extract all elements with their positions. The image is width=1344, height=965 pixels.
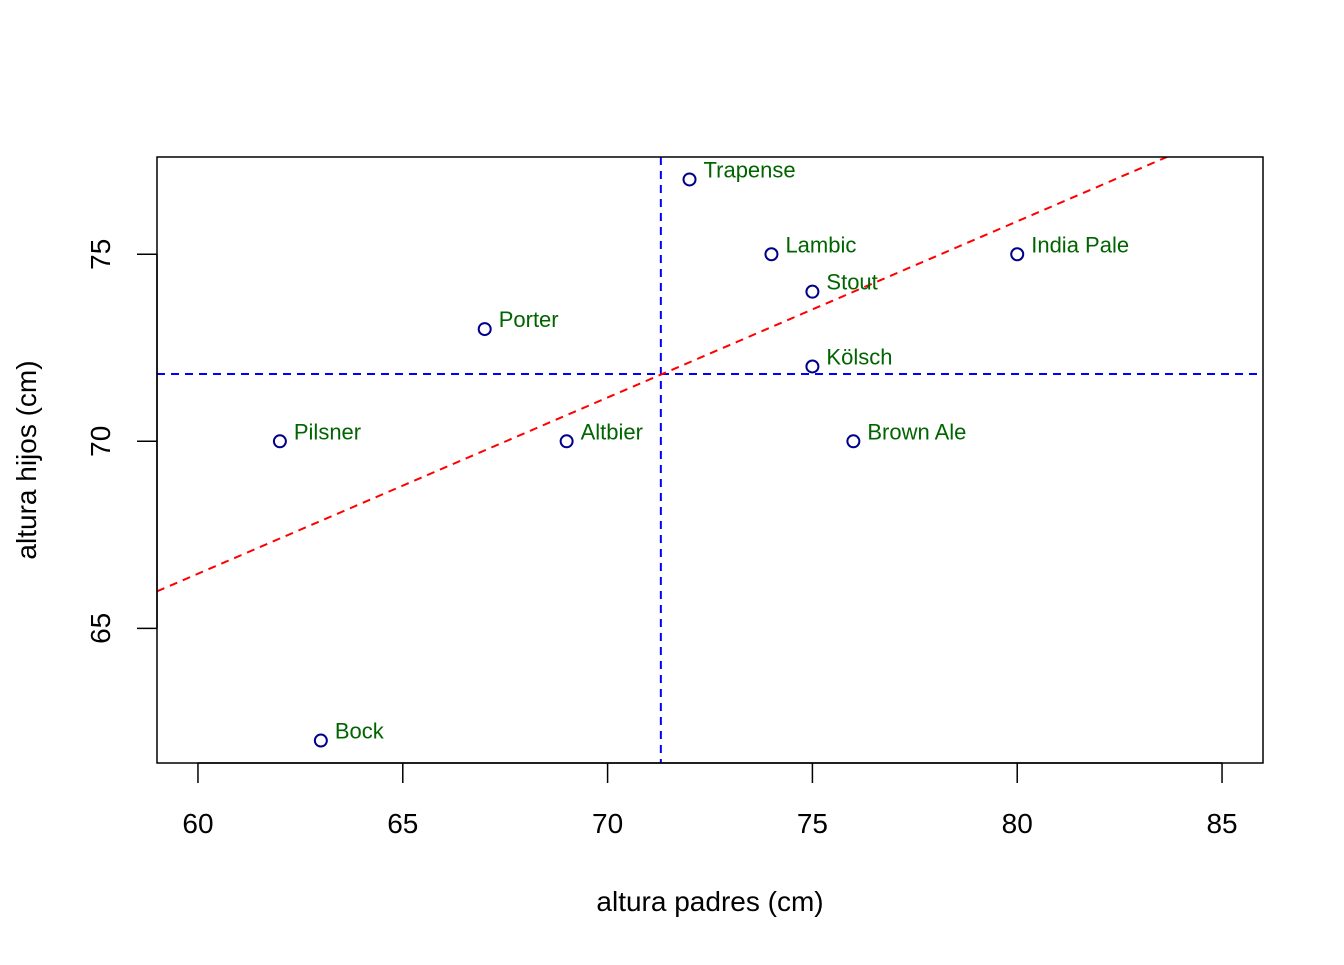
point-label: Bock	[335, 719, 385, 744]
data-point	[805, 359, 820, 374]
data-point	[559, 434, 574, 449]
point-label: Altbier	[581, 419, 643, 444]
regression-line	[157, 157, 1170, 593]
point-label: Kölsch	[826, 344, 892, 369]
y-axis-title: altura hijos (cm)	[11, 360, 42, 559]
data-point	[805, 284, 820, 299]
data-point	[1010, 247, 1025, 262]
x-tick-label: 85	[1206, 808, 1237, 839]
x-tick-label: 70	[592, 808, 623, 839]
points-layer	[272, 172, 1025, 748]
x-tick-label: 65	[387, 808, 418, 839]
point-label: Trapense	[704, 157, 796, 182]
data-point	[764, 247, 779, 262]
point-label: Porter	[499, 307, 559, 332]
reference-lines-layer	[157, 157, 1263, 763]
x-axis: 60 65 70 75 80 85	[182, 762, 1238, 839]
data-point	[477, 322, 492, 337]
x-tick-label: 75	[797, 808, 828, 839]
point-label: Lambic	[785, 232, 856, 257]
y-axis: 65 70 75	[85, 239, 158, 644]
x-axis-title: altura padres (cm)	[596, 886, 823, 917]
point-label: Pilsner	[294, 419, 361, 444]
point-label: Stout	[826, 270, 877, 295]
data-point	[846, 434, 861, 449]
y-tick-label: 75	[85, 239, 116, 270]
x-tick-label: 60	[182, 808, 213, 839]
y-tick-label: 65	[85, 613, 116, 644]
y-tick-label: 70	[85, 426, 116, 457]
data-point	[272, 434, 287, 449]
point-labels-layer: Pilsner Bock Porter Altbier Trapense Lambic St…	[294, 157, 1129, 743]
x-tick-label: 80	[1002, 808, 1033, 839]
data-point	[313, 733, 328, 748]
data-point	[682, 172, 697, 187]
point-label: India Pale	[1031, 232, 1129, 257]
point-label: Brown Ale	[867, 419, 966, 444]
